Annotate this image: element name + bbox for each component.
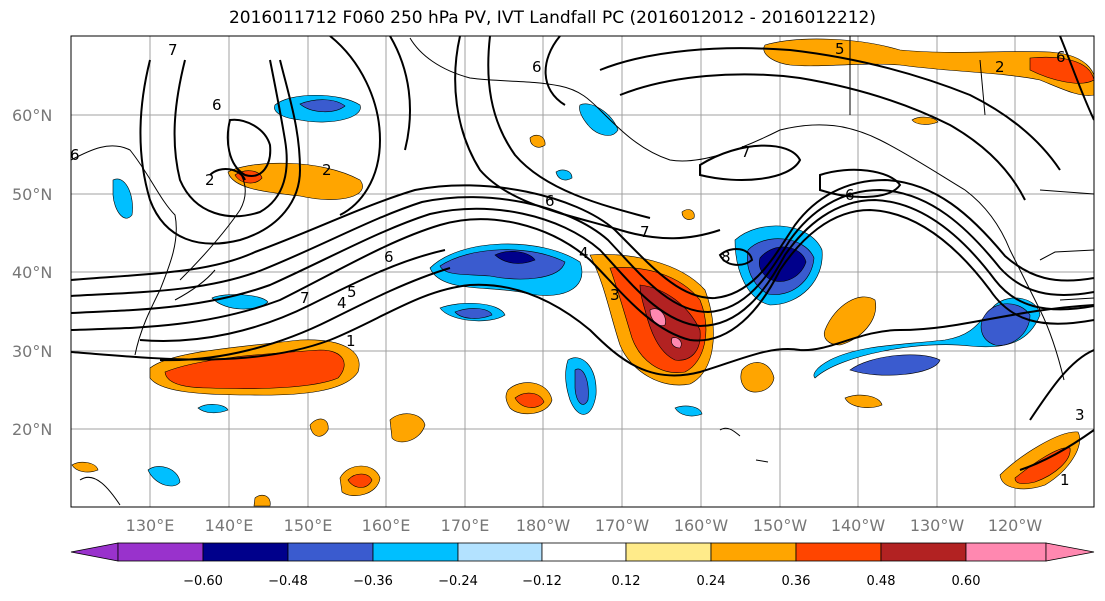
contour-label: 5 xyxy=(347,283,357,301)
contour-label: 6 xyxy=(532,58,542,76)
longitude-labels: 130°E 140°E 150°E 160°E 170°E 180°W 170°… xyxy=(126,516,1043,535)
contour-label: 7 xyxy=(640,223,650,241)
contour-label: 3 xyxy=(610,286,620,304)
lat-label: 60°N xyxy=(12,106,52,125)
contour-labels: 7 6 2 2 6 5 4 7 1 6 4 3 6 7 8 6 7 5 6 2 … xyxy=(70,40,1085,489)
colorbar-tick: −0.48 xyxy=(268,574,308,589)
contour-label: 6 xyxy=(384,248,394,266)
colorbar-bin xyxy=(795,542,882,562)
colorbar-tick: −0.12 xyxy=(522,574,562,589)
pv-contours xyxy=(71,36,1094,471)
colorbar-low-extend xyxy=(70,542,119,562)
contour-label: 6 xyxy=(845,186,855,204)
contour-label: 4 xyxy=(337,294,347,312)
lon-label: 150°W xyxy=(753,516,808,535)
contour-label: 7 xyxy=(168,41,178,59)
colorbar-tick: −0.24 xyxy=(438,574,478,589)
contour-label: 8 xyxy=(721,248,731,266)
colorbar xyxy=(70,542,1095,562)
lon-label: 130°W xyxy=(910,516,965,535)
lon-label: 130°E xyxy=(126,516,175,535)
lon-label: 120°W xyxy=(988,516,1043,535)
contour-label: 2 xyxy=(995,58,1005,76)
colorbar-bin xyxy=(117,542,204,562)
colorbar-bin xyxy=(965,542,1047,562)
latitude-labels: 60°N 50°N 40°N 30°N 20°N xyxy=(12,106,52,439)
colorbar-tick: −0.36 xyxy=(353,574,393,589)
colorbar-bin xyxy=(625,542,712,562)
contour-label: 6 xyxy=(70,146,80,164)
lon-label: 170°W xyxy=(595,516,650,535)
colorbar-bin xyxy=(541,542,627,562)
colorbar-tick: 0.48 xyxy=(867,574,896,589)
colorbar-tick: 0.36 xyxy=(782,574,811,589)
colorbar-tick: 0.24 xyxy=(697,574,726,589)
contour-label: 6 xyxy=(545,192,555,210)
colorbar-tick: 0.12 xyxy=(612,574,641,589)
colorbar-bin xyxy=(202,542,289,562)
lon-label: 170°E xyxy=(441,516,490,535)
colorbar-tick: 0.60 xyxy=(952,574,981,589)
contour-label: 7 xyxy=(300,289,310,307)
lat-label: 20°N xyxy=(12,420,52,439)
map-title: 2016011712 F060 250 hPa PV, IVT Landfall… xyxy=(228,8,876,28)
lon-label: 140°W xyxy=(831,516,886,535)
lon-label: 160°W xyxy=(674,516,729,535)
lon-label: 180°W xyxy=(516,516,571,535)
contour-label: 5 xyxy=(835,40,845,58)
contour-label: 2 xyxy=(205,171,215,189)
colorbar-bin xyxy=(880,542,967,562)
colorbar-tick: −0.60 xyxy=(183,574,223,589)
colorbar-high-extend xyxy=(1045,542,1095,562)
contour-label: 3 xyxy=(1075,406,1085,424)
lon-label: 140°E xyxy=(205,516,254,535)
contour-label: 1 xyxy=(346,332,356,350)
contour-label: 4 xyxy=(579,244,589,262)
contour-label: 6 xyxy=(1056,48,1066,66)
contour-label: 7 xyxy=(741,143,751,161)
colorbar-bin xyxy=(457,542,543,562)
colorbar-bin xyxy=(372,542,459,562)
contour-label: 2 xyxy=(322,161,332,179)
colorbar-bin xyxy=(710,542,797,562)
lat-label: 50°N xyxy=(12,185,52,204)
colorbar-ticks: −0.60 −0.48 −0.36 −0.24 −0.12 0.12 0.24 … xyxy=(183,574,980,589)
lon-label: 160°E xyxy=(362,516,411,535)
map-frame xyxy=(70,35,1095,508)
lat-label: 30°N xyxy=(12,342,52,361)
contour-label: 6 xyxy=(212,96,222,114)
colorbar-bin xyxy=(287,542,374,562)
lat-label: 40°N xyxy=(12,263,52,282)
contour-label: 1 xyxy=(1060,471,1070,489)
lon-label: 150°E xyxy=(284,516,333,535)
